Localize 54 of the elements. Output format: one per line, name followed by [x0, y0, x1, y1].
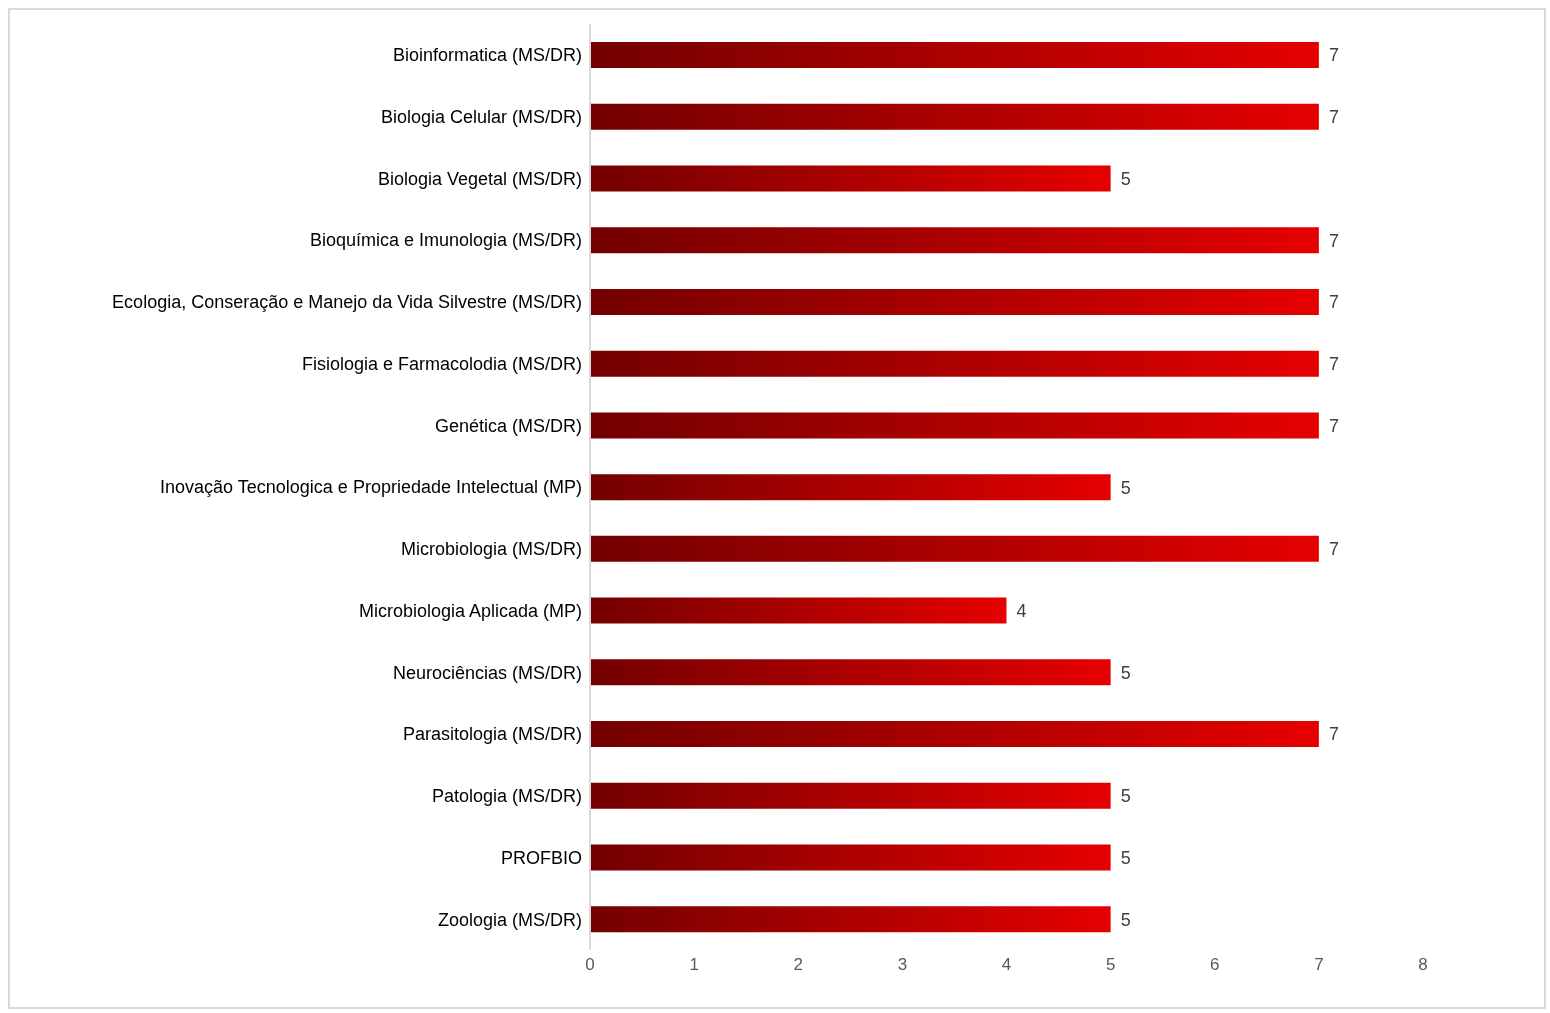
data-label: 5 — [1120, 662, 1131, 683]
x-tick-label: 5 — [1105, 955, 1116, 975]
y-tick-label: Patologia (MS/DR) — [431, 786, 582, 807]
bar — [590, 227, 1319, 254]
bar — [590, 906, 1111, 933]
data-label: 7 — [1328, 230, 1339, 251]
y-tick-label: Genética (MS/DR) — [434, 415, 582, 436]
bar — [590, 412, 1319, 439]
y-tick-label: Biologia Celular (MS/DR) — [380, 106, 582, 127]
x-tick-label: 2 — [793, 955, 803, 975]
y-tick-label: Fisiologia e Farmacolodia (MS/DR) — [301, 353, 582, 374]
bar — [590, 165, 1111, 192]
x-tick-label: 1 — [689, 955, 699, 975]
y-tick-label: PROFBIO — [500, 847, 582, 868]
y-tick-label: Biologia Vegetal (MS/DR) — [377, 168, 582, 189]
bar — [590, 721, 1319, 748]
bar — [590, 288, 1319, 315]
y-tick-label: Microbiologia Aplicada (MP) — [358, 600, 582, 621]
y-tick-label: Zoologia (MS/DR) — [437, 909, 582, 930]
data-label: 5 — [1120, 786, 1131, 807]
data-label: 5 — [1120, 168, 1131, 189]
bar — [590, 659, 1111, 686]
bar — [590, 474, 1111, 501]
y-tick-label: Neurociências (MS/DR) — [392, 662, 582, 683]
bar — [590, 103, 1319, 130]
bar — [590, 844, 1111, 871]
y-tick-label: Microbiologia (MS/DR) — [400, 539, 582, 560]
data-label: 7 — [1328, 539, 1339, 560]
y-tick-label: Parasitologia (MS/DR) — [402, 724, 582, 745]
x-tick-label: 6 — [1210, 955, 1220, 975]
data-label: 4 — [1016, 600, 1027, 621]
y-tick-label: Bioquímica e Imunologia (MS/DR) — [309, 230, 582, 251]
x-tick-label: 4 — [1001, 955, 1012, 975]
data-label: 5 — [1120, 847, 1131, 868]
x-tick-label: 3 — [897, 955, 908, 975]
data-label: 7 — [1328, 45, 1339, 66]
y-tick-label: Ecologia, Conseração e Manejo da Vida Silvestre (MS/DR) — [112, 292, 582, 313]
y-tick-label: Inovação Tecnologica e Propriedade Intelectual (MP) — [160, 477, 582, 498]
x-tick-label: 0 — [585, 955, 595, 975]
x-tick-label: 8 — [1418, 955, 1428, 975]
data-label: 7 — [1328, 724, 1339, 745]
bar — [590, 782, 1111, 809]
bar — [590, 597, 1007, 624]
x-tick-label: 7 — [1314, 955, 1324, 975]
data-label: 5 — [1120, 909, 1131, 930]
bar — [590, 350, 1319, 377]
data-label: 7 — [1328, 415, 1339, 436]
bar — [590, 535, 1319, 562]
data-label: 5 — [1120, 477, 1131, 498]
data-label: 7 — [1328, 354, 1339, 375]
data-label: 7 — [1328, 292, 1339, 313]
bar — [590, 42, 1319, 68]
data-label: 7 — [1328, 107, 1339, 128]
y-tick-label: Bioinformatica (MS/DR) — [392, 45, 582, 66]
